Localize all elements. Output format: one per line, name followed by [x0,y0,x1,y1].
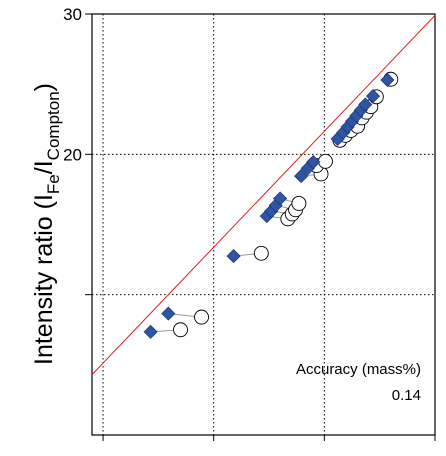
circle-point [291,195,307,211]
y-tick-label: 30 [63,5,82,24]
fit-line [91,15,436,376]
diamond-point [294,169,309,184]
plot-area [91,13,436,436]
diamond-series [143,72,395,339]
grid-lines [92,14,435,435]
y-tick-label: 20 [63,145,82,164]
accuracy-value: 0.14 [392,387,421,404]
diamond-point [306,154,321,170]
diamond-point [358,97,373,112]
fit-line-layer [91,15,436,376]
diamond-point [365,89,381,104]
circle-series [173,71,399,338]
diamond-point [161,306,176,321]
diamond-point [226,249,241,264]
diamond-point [273,191,288,206]
diamond-point [143,324,158,339]
accuracy-label: Accuracy (mass%) [296,361,421,378]
circle-point [194,309,209,325]
y-axis-title: Intensity ratio (IFe/ICompton) [30,83,63,365]
circle-point [253,245,269,261]
diamond-point [380,72,395,88]
axis-ticks [85,13,436,441]
circle-point [318,153,333,169]
circle-point [173,322,188,338]
